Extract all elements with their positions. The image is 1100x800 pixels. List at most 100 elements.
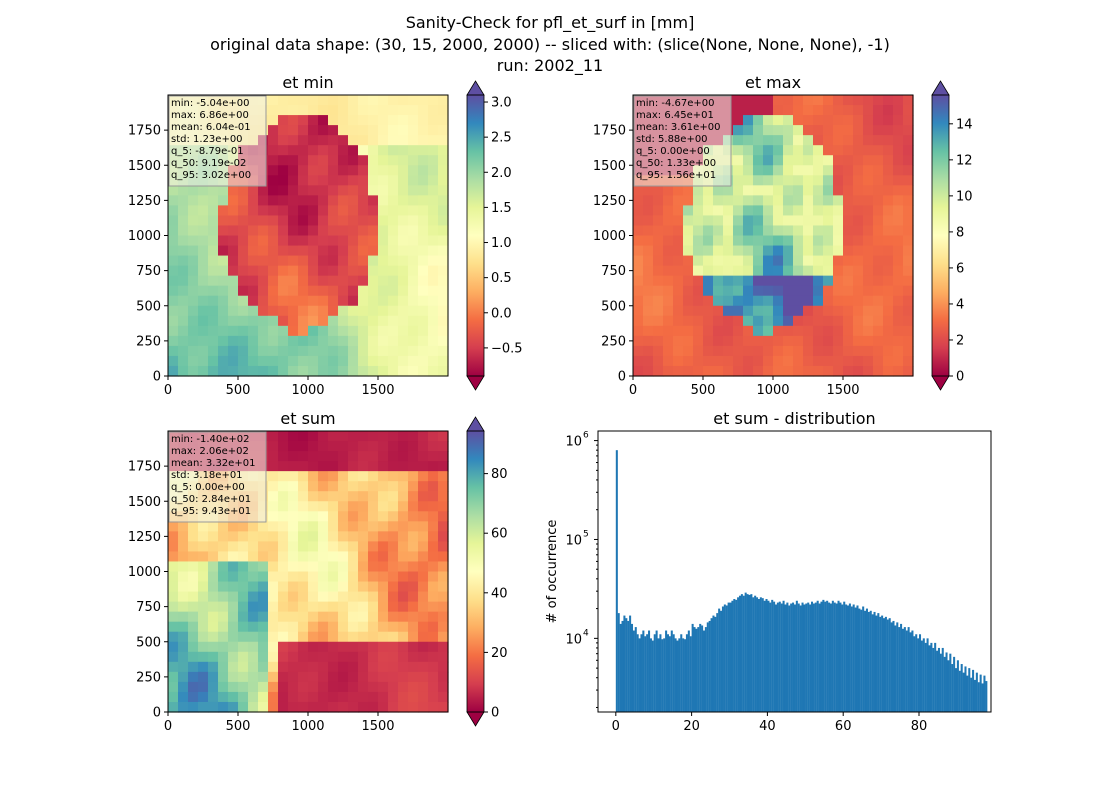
heatmap-cell — [368, 491, 379, 502]
colorbar-extend-max — [466, 80, 485, 96]
heatmap-cell — [268, 581, 279, 593]
heatmap-cell — [198, 355, 209, 367]
heatmap-cell — [793, 325, 804, 337]
heatmap-cell — [288, 681, 299, 693]
heatmap-cell — [268, 205, 279, 217]
stats-line: max: 2.06e+02 — [171, 446, 249, 457]
heatmap-cell — [378, 581, 389, 593]
heatmap-cell — [438, 205, 449, 217]
heatmap-cell — [378, 471, 389, 482]
heatmap-cell — [653, 185, 664, 196]
heatmap-cell — [398, 355, 409, 367]
heatmap-cell — [298, 611, 309, 623]
heatmap-cell — [853, 325, 864, 337]
heatmap-cell — [308, 285, 319, 297]
heatmap-cell — [693, 275, 704, 287]
heatmap-cell — [398, 325, 409, 337]
heatmap-cell — [288, 581, 299, 593]
histogram-bar — [621, 620, 624, 712]
heatmap-cell — [763, 155, 774, 166]
heatmap-cell — [218, 581, 229, 593]
heatmap-cell — [258, 285, 269, 297]
heatmap-cell — [378, 431, 389, 442]
heatmap-cell — [713, 305, 724, 317]
heatmap-cell — [268, 345, 279, 357]
heatmap-cell — [298, 365, 309, 377]
heatmap-cell — [793, 235, 804, 247]
heatmap-cell — [338, 451, 349, 462]
heatmap-cell — [358, 701, 369, 713]
heatmap-cell — [408, 431, 419, 442]
heatmap-cell — [328, 641, 339, 653]
heatmap-cell — [438, 145, 449, 156]
heatmap-cell — [428, 205, 439, 217]
heatmap-cell — [853, 255, 864, 267]
heatmap-cell — [883, 225, 894, 237]
heatmap-cell — [318, 195, 329, 206]
heatmap-cell — [893, 125, 904, 136]
heatmap-cell — [388, 215, 399, 227]
heatmap-cell — [358, 491, 369, 502]
heatmap-cell — [318, 255, 329, 267]
heatmap-cell — [208, 551, 219, 563]
heatmap-cell — [218, 631, 229, 643]
heatmap-cell — [298, 631, 309, 643]
heatmap-cell — [753, 255, 764, 267]
heatmap-cell — [258, 611, 269, 623]
heatmap-cell — [863, 335, 874, 347]
heatmap-cell — [398, 451, 409, 462]
heatmap-cell — [428, 531, 439, 542]
heatmap-cell — [763, 165, 774, 176]
histogram-bar — [936, 650, 939, 712]
heatmap-cell — [168, 215, 179, 227]
heatmap-cell — [438, 215, 449, 227]
heatmap-cell — [388, 521, 399, 532]
histogram-bar — [973, 679, 976, 712]
heatmap-cell — [168, 661, 179, 673]
heatmap-cell — [438, 651, 449, 663]
heatmap-cell — [168, 521, 179, 532]
heatmap-cell — [753, 355, 764, 367]
heatmap-cell — [773, 195, 784, 206]
heatmap-cell — [388, 471, 399, 482]
heatmap-cell — [408, 325, 419, 337]
histogram-bar — [653, 634, 656, 712]
heatmap-cell — [338, 215, 349, 227]
heatmap-cell — [168, 255, 179, 267]
heatmap-cell — [228, 521, 239, 532]
heatmap-cell — [298, 651, 309, 663]
heatmap-cell — [238, 345, 249, 357]
heatmap-cell — [218, 621, 229, 633]
heatmap-cell — [803, 175, 814, 186]
heatmap-cell — [268, 521, 279, 532]
heatmap-cell — [673, 215, 684, 227]
heatmap-cell — [418, 135, 429, 146]
heatmap-cell — [378, 501, 389, 512]
histogram-bar — [879, 616, 882, 712]
heatmap-cell — [218, 365, 229, 377]
heatmap-cell — [398, 491, 409, 502]
heatmap-cell — [278, 255, 289, 267]
heatmap-cell — [633, 185, 644, 196]
histogram-bar — [841, 604, 844, 712]
heatmap-cell — [208, 571, 219, 583]
heatmap-cell — [863, 295, 874, 307]
heatmap-cell — [783, 315, 794, 327]
heatmap-cell — [823, 215, 834, 227]
heatmap-cell — [753, 295, 764, 307]
heatmap-cell — [843, 185, 854, 196]
heatmap-cell — [743, 355, 754, 367]
heatmap-cell — [168, 205, 179, 217]
heatmap-cell — [903, 325, 914, 337]
heatmap-cell — [228, 225, 239, 237]
heatmap-cell — [428, 581, 439, 593]
heatmap-cell — [178, 285, 189, 297]
heatmap-cell — [903, 265, 914, 277]
heatmap-cell — [763, 305, 774, 317]
heatmap-cell — [358, 661, 369, 673]
heatmap-cell — [713, 225, 724, 237]
y-tick-label: 1500 — [128, 159, 161, 174]
heatmap-cell — [348, 471, 359, 482]
heatmap-cell — [783, 115, 794, 126]
heatmap-cell — [208, 365, 219, 377]
